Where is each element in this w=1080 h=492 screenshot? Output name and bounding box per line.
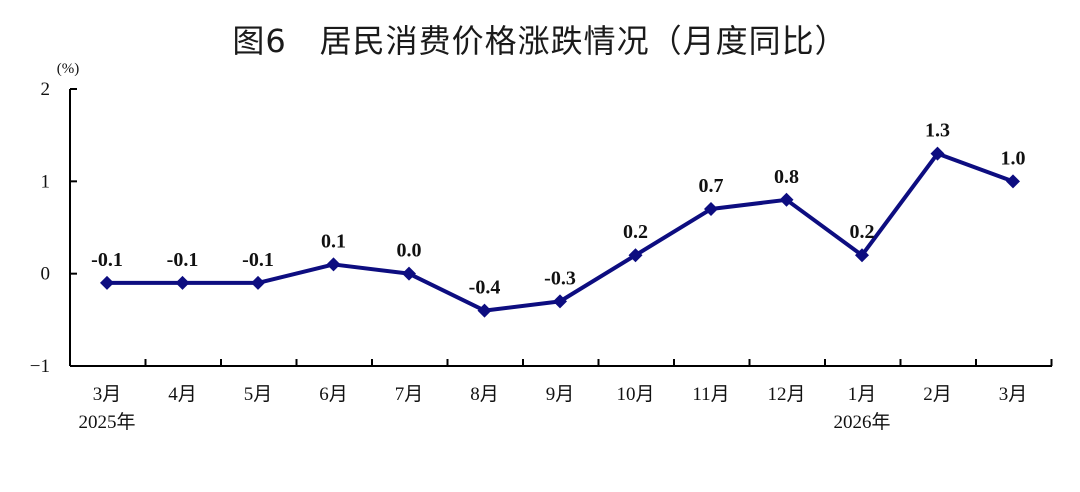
data-label: -0.1 xyxy=(242,249,274,271)
labels-layer: (%) 2 1 0 −1 3月 4月 5月 6月 7月 8月 9月 10月 11月 12月 1月 2月 3月 202… xyxy=(30,61,1027,433)
data-label: -0.3 xyxy=(544,267,576,289)
x-category-label: 3月 xyxy=(999,384,1028,405)
x-category-label: 5月 xyxy=(244,384,273,405)
x-year-label: 2025年 xyxy=(78,411,135,433)
x-category-label: 6月 xyxy=(319,384,348,405)
x-category-label: 11月 xyxy=(692,384,729,405)
y-tick-label: 1 xyxy=(41,171,51,192)
y-axis-unit: (%) xyxy=(57,61,80,77)
data-label: -0.1 xyxy=(167,249,199,271)
data-point-marker xyxy=(1006,174,1020,189)
y-tick-label: −1 xyxy=(30,356,50,377)
y-tick-label: 0 xyxy=(41,264,51,285)
axes-layer xyxy=(69,88,1053,367)
x-category-label: 8月 xyxy=(470,384,499,405)
series-layer xyxy=(100,146,1020,318)
data-point-marker xyxy=(402,266,416,281)
data-label: 0.8 xyxy=(774,166,799,188)
y-tick-label: 2 xyxy=(41,79,51,100)
x-category-label: 2月 xyxy=(923,384,952,405)
data-point-marker xyxy=(100,275,114,290)
data-point-marker xyxy=(704,202,718,217)
data-point-marker xyxy=(779,192,794,207)
x-category-label: 9月 xyxy=(546,384,575,405)
data-label: 0.1 xyxy=(321,230,346,252)
x-category-label: 10月 xyxy=(616,384,654,405)
data-label: -0.4 xyxy=(469,277,501,299)
data-point-marker xyxy=(628,248,643,263)
data-label: 1.3 xyxy=(925,120,950,142)
data-label: 1.0 xyxy=(1001,147,1026,169)
data-point-marker xyxy=(326,257,341,272)
data-point-marker xyxy=(477,303,492,318)
data-label: 0.0 xyxy=(397,240,422,262)
data-point-marker xyxy=(553,294,567,309)
x-category-label: 7月 xyxy=(395,384,424,405)
data-point-marker xyxy=(251,275,265,290)
data-point-marker xyxy=(175,275,190,290)
data-label: -0.1 xyxy=(91,249,123,271)
chart-title: 图6 居民消费价格涨跌情况（月度同比） xyxy=(232,22,848,60)
x-category-label: 1月 xyxy=(848,384,877,405)
data-point-marker xyxy=(930,146,945,161)
x-year-label: 2026年 xyxy=(833,411,890,433)
data-label: 0.7 xyxy=(699,175,724,197)
data-label: 0.2 xyxy=(623,221,648,243)
data-label: 0.2 xyxy=(850,221,875,243)
data-point-marker xyxy=(855,248,869,263)
x-category-label: 4月 xyxy=(168,384,197,405)
x-category-label: 3月 xyxy=(93,384,122,405)
x-category-label: 12月 xyxy=(767,384,805,405)
